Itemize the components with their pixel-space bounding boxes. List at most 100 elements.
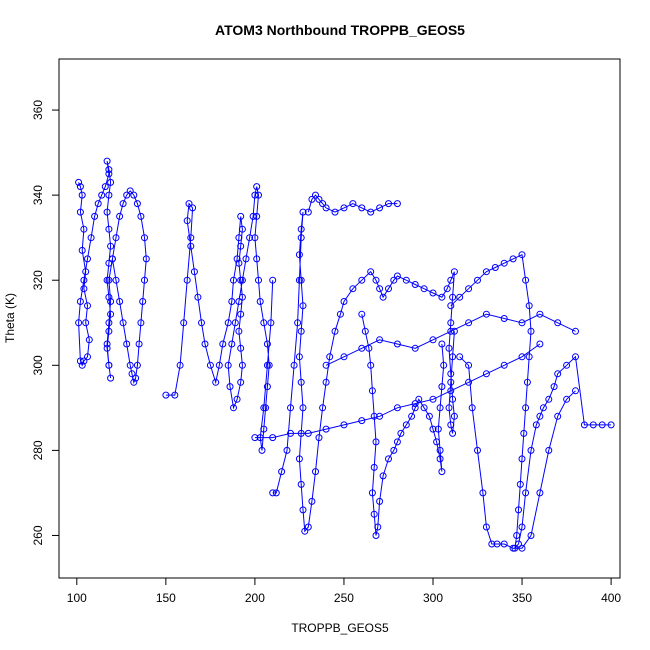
- data-point: [272, 489, 280, 497]
- data-point: [482, 370, 490, 378]
- data-point: [340, 298, 348, 305]
- data-point: [80, 285, 88, 293]
- data-point: [518, 544, 526, 552]
- data-point: [142, 255, 150, 263]
- data-point: [260, 404, 268, 412]
- data-point: [520, 429, 528, 437]
- data-point: [376, 336, 384, 344]
- x-tick-label: 250: [334, 591, 354, 605]
- data-point: [133, 200, 141, 208]
- data-point: [84, 255, 91, 263]
- data-point: [447, 387, 455, 395]
- data-point: [465, 361, 473, 369]
- data-point: [198, 319, 205, 327]
- data-point: [242, 255, 250, 263]
- data-point: [358, 276, 366, 284]
- data-point: [107, 298, 115, 305]
- data-point: [295, 455, 303, 463]
- data-point: [491, 264, 499, 271]
- data-point: [447, 319, 455, 327]
- data-point: [105, 319, 113, 327]
- data-point: [572, 353, 579, 361]
- plot-layer: [75, 157, 615, 552]
- y-tick-label: 360: [31, 100, 45, 120]
- data-point: [269, 276, 277, 284]
- x-tick-label: 350: [512, 591, 532, 605]
- x-axis-label: TROPPB_GEOS5: [291, 621, 389, 635]
- data-point: [76, 183, 84, 191]
- data-point: [532, 421, 540, 429]
- data-point: [340, 353, 348, 361]
- data-point: [527, 532, 535, 539]
- data-point: [116, 212, 124, 220]
- series-line-6: [450, 253, 612, 550]
- data-point: [253, 183, 261, 191]
- data-point: [224, 319, 232, 327]
- data-point: [130, 378, 138, 386]
- data-point: [249, 212, 257, 220]
- data-point: [112, 276, 120, 284]
- data-point: [607, 421, 615, 429]
- data-point: [368, 489, 376, 497]
- x-tick-label: 150: [156, 591, 176, 605]
- data-point: [322, 378, 330, 386]
- y-tick-label: 320: [31, 270, 45, 290]
- data-point: [237, 378, 245, 386]
- data-point: [80, 276, 88, 284]
- data-point: [233, 255, 241, 263]
- data-point: [393, 200, 401, 208]
- y-tick-label: 260: [31, 525, 45, 545]
- data-point: [515, 540, 522, 548]
- data-point: [393, 272, 401, 280]
- data-point: [447, 378, 455, 386]
- data-point: [525, 353, 533, 361]
- data-point: [319, 404, 327, 412]
- data-point: [215, 361, 223, 369]
- data-point: [190, 268, 198, 276]
- data-point: [545, 395, 553, 403]
- data-point: [402, 421, 410, 429]
- data-point: [572, 387, 579, 395]
- data-point: [522, 276, 530, 284]
- data-point: [246, 234, 254, 242]
- data-point: [438, 383, 446, 391]
- data-point: [539, 404, 547, 412]
- data-point: [449, 353, 457, 361]
- data-point: [80, 357, 88, 365]
- data-point: [370, 463, 378, 471]
- data-point: [107, 178, 115, 186]
- data-point: [390, 446, 398, 454]
- data-point: [500, 259, 508, 267]
- data-point: [331, 327, 339, 335]
- data-point: [238, 225, 246, 233]
- data-point: [433, 438, 441, 446]
- data-point: [187, 242, 195, 250]
- data-point: [536, 489, 544, 497]
- data-point: [235, 327, 243, 335]
- data-point: [331, 208, 339, 216]
- data-point: [105, 327, 113, 335]
- data-point: [228, 298, 236, 305]
- data-point: [572, 327, 579, 335]
- data-point: [112, 234, 120, 242]
- data-point: [358, 417, 366, 425]
- data-point: [376, 204, 384, 212]
- data-point: [518, 251, 526, 259]
- data-point: [287, 429, 294, 437]
- data-point: [429, 336, 437, 344]
- data-point: [255, 276, 262, 284]
- data-point: [304, 429, 312, 437]
- data-point: [119, 319, 127, 327]
- data-point: [390, 276, 398, 284]
- series-line-2: [165, 186, 274, 451]
- data-point: [411, 281, 419, 288]
- data-point: [135, 340, 143, 348]
- data-point: [515, 506, 522, 514]
- data-point: [269, 434, 277, 442]
- data-point: [447, 276, 455, 284]
- data-point: [237, 310, 245, 318]
- x-tick-label: 300: [423, 591, 443, 605]
- data-point: [393, 404, 401, 412]
- data-point: [137, 319, 145, 327]
